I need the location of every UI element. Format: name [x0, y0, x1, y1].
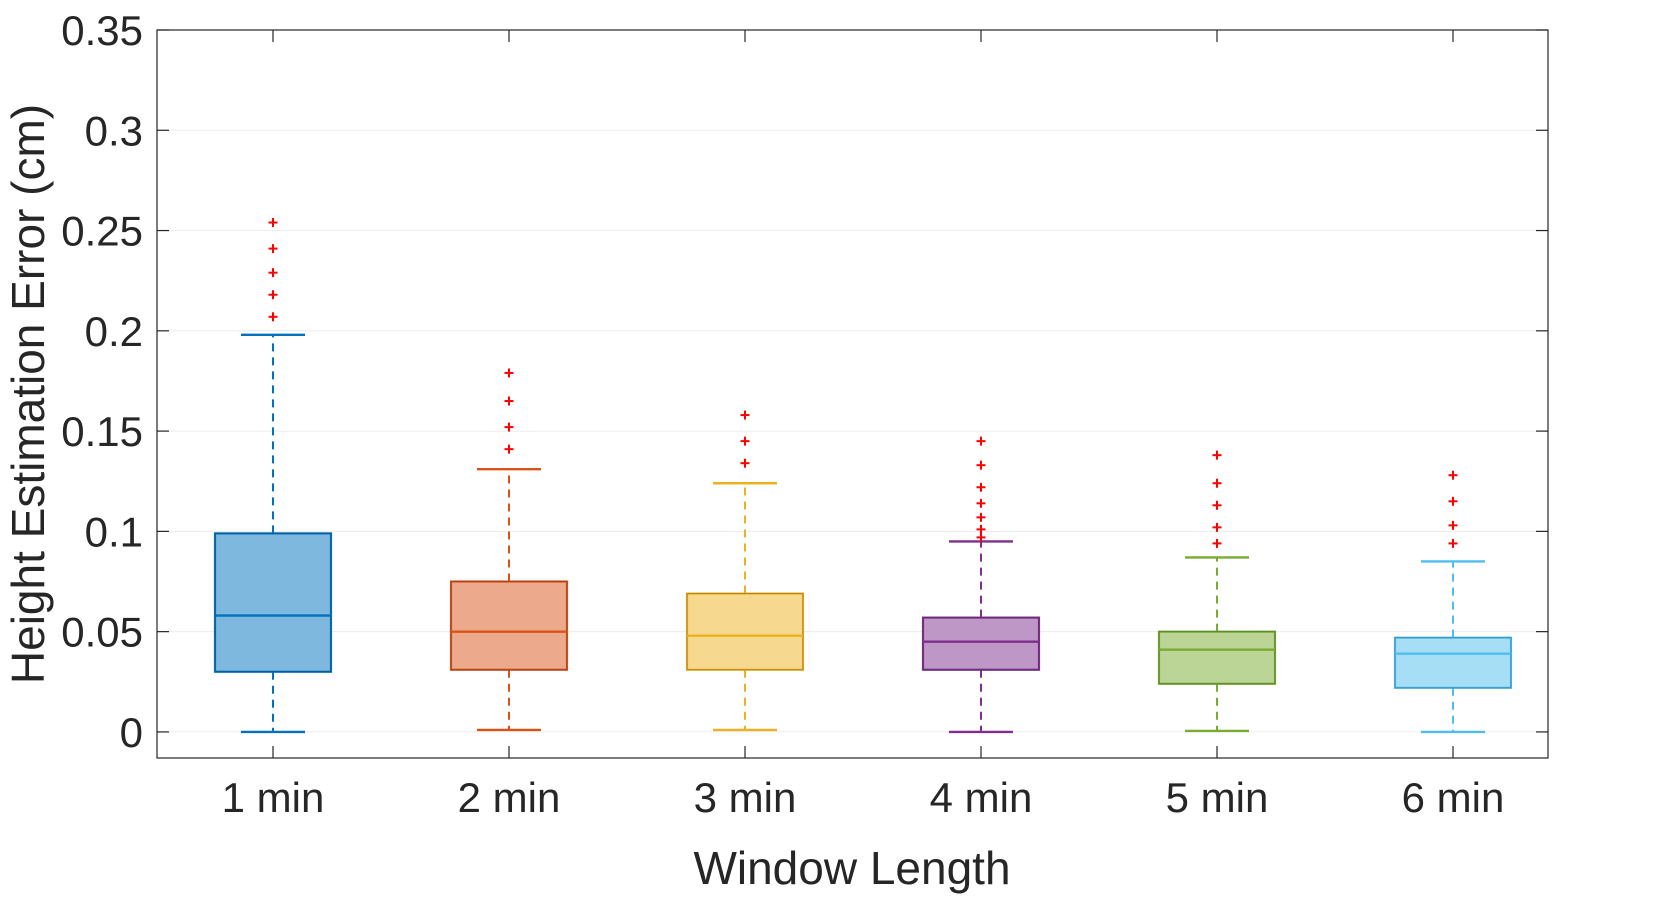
box-iqr: [1157, 630, 1277, 685]
box-group: [213, 218, 333, 734]
box-iqr: [213, 532, 333, 673]
outlier-marker: [1448, 470, 1458, 480]
y-tick-label: 0.2: [85, 308, 143, 355]
box-iqr-outline: [450, 581, 568, 671]
outlier-marker: [504, 396, 514, 406]
y-tick-label: 0.05: [61, 609, 143, 656]
outlier-marker: [268, 218, 278, 228]
outlier-marker: [504, 368, 514, 378]
x-tick-label: 3 min: [694, 774, 797, 821]
outlier-marker: [504, 422, 514, 432]
y-tick-label: 0.15: [61, 408, 143, 455]
outlier-marker: [976, 436, 986, 446]
box-iqr-outline: [214, 532, 332, 673]
outlier-marker: [976, 460, 986, 470]
outlier-marker: [976, 482, 986, 492]
box-iqr-outline: [686, 593, 804, 671]
outlier-marker: [268, 312, 278, 322]
box-iqr-outline: [1394, 637, 1512, 689]
box-iqr: [921, 616, 1041, 671]
x-tick-label: 2 min: [458, 774, 561, 821]
outlier-marker: [1212, 538, 1222, 548]
x-tick-label: 4 min: [930, 774, 1033, 821]
plot-area-frame: [156, 29, 1549, 759]
outlier-marker: [1212, 500, 1222, 510]
x-axis-label: Window Length: [693, 842, 1010, 894]
outlier-marker: [1212, 522, 1222, 532]
outlier-marker: [976, 524, 986, 534]
box-iqr: [685, 592, 805, 671]
outlier-marker: [504, 444, 514, 454]
y-tick-label: 0: [120, 709, 143, 756]
y-tick-label: 0.25: [61, 208, 143, 255]
x-axis-ticks: 1 min 2 min 3 min 4 min 5 min 6 min: [222, 30, 1505, 821]
outlier-marker: [1212, 450, 1222, 460]
outlier-marker: [1448, 538, 1458, 548]
x-tick-label: 1 min: [222, 774, 325, 821]
y-tick-label: 0.35: [61, 7, 143, 54]
outlier-marker: [1448, 520, 1458, 530]
y-axis-label: Height Estimation Error (cm): [2, 104, 54, 684]
x-tick-label: 5 min: [1166, 774, 1269, 821]
outlier-marker: [976, 512, 986, 522]
outlier-marker: [1212, 478, 1222, 488]
boxes-layer: [213, 218, 1513, 734]
x-tick-label: 6 min: [1402, 774, 1505, 821]
outlier-marker: [740, 436, 750, 446]
y-axis-ticks: 0 0.05 0.1 0.15 0.2 0.25 0.3 0.35: [61, 7, 1548, 756]
y-tick-label: 0.3: [85, 107, 143, 154]
outlier-marker: [268, 268, 278, 278]
outlier-marker: [740, 458, 750, 468]
box-iqr: [449, 580, 569, 671]
outlier-marker: [1448, 496, 1458, 506]
box-group: [921, 436, 1041, 734]
box-iqr-outline: [1158, 631, 1276, 685]
box-group: [1393, 470, 1513, 734]
box-iqr: [1393, 636, 1513, 689]
box-group: [449, 368, 569, 732]
box-iqr-outline: [922, 617, 1040, 671]
outlier-marker: [268, 290, 278, 300]
outlier-marker: [976, 498, 986, 508]
y-tick-label: 0.1: [85, 508, 143, 555]
box-group: [685, 410, 805, 732]
box-group: [1157, 450, 1277, 733]
outlier-marker: [740, 410, 750, 420]
outlier-marker: [268, 244, 278, 254]
grid-layer: [157, 129, 1548, 733]
outlier-marker: [976, 532, 986, 542]
